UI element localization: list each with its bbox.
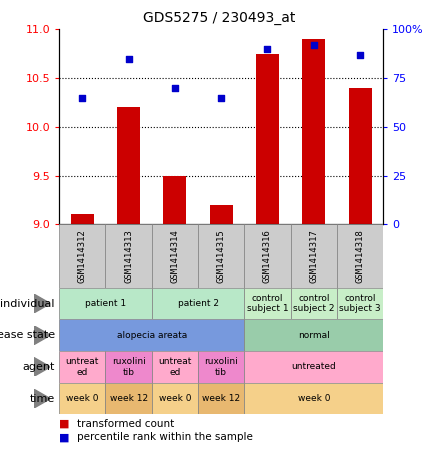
Polygon shape [34, 294, 50, 313]
Text: GSM1414315: GSM1414315 [217, 229, 226, 283]
Text: GSM1414317: GSM1414317 [309, 229, 318, 283]
Bar [59, 224, 106, 288]
Bar [244, 319, 383, 351]
Text: GSM1414318: GSM1414318 [356, 229, 364, 283]
Text: week 12: week 12 [202, 394, 240, 403]
Text: control
subject 1: control subject 1 [247, 294, 288, 313]
Bar [117, 107, 140, 224]
Point [218, 94, 225, 101]
Text: ■: ■ [59, 419, 70, 429]
Bar [71, 215, 94, 224]
Text: GSM1414316: GSM1414316 [263, 229, 272, 283]
Point [357, 51, 364, 58]
Bar [163, 176, 187, 224]
Text: GDS5275 / 230493_at: GDS5275 / 230493_at [143, 11, 295, 25]
Bar [291, 224, 337, 288]
Point [79, 94, 86, 101]
Polygon shape [34, 326, 50, 345]
Bar [337, 288, 383, 319]
Bar [244, 288, 291, 319]
Text: untreat
ed: untreat ed [66, 357, 99, 376]
Bar [302, 39, 325, 224]
Text: agent: agent [22, 362, 55, 372]
Text: GSM1414312: GSM1414312 [78, 229, 87, 283]
Text: ■: ■ [59, 432, 70, 442]
Bar [59, 351, 106, 383]
Text: week 0: week 0 [159, 394, 191, 403]
Text: control
subject 2: control subject 2 [293, 294, 335, 313]
Text: week 0: week 0 [297, 394, 330, 403]
Text: ruxolini
tib: ruxolini tib [204, 357, 238, 376]
Text: percentile rank within the sample: percentile rank within the sample [77, 432, 253, 442]
Point [171, 84, 178, 92]
Text: patient 1: patient 1 [85, 299, 126, 308]
Bar [152, 351, 198, 383]
Bar [244, 383, 383, 414]
Text: individual: individual [0, 299, 55, 308]
Bar [291, 288, 337, 319]
Bar [152, 383, 198, 414]
Text: transformed count: transformed count [77, 419, 174, 429]
Bar [59, 383, 106, 414]
Polygon shape [34, 389, 50, 408]
Bar [106, 383, 152, 414]
Bar [106, 351, 152, 383]
Bar [256, 54, 279, 224]
Text: untreat
ed: untreat ed [158, 357, 191, 376]
Bar [198, 383, 244, 414]
Point [264, 45, 271, 53]
Bar [198, 351, 244, 383]
Bar [244, 351, 383, 383]
Bar [106, 224, 152, 288]
Text: normal: normal [298, 331, 330, 340]
Bar [349, 88, 372, 224]
Text: GSM1414313: GSM1414313 [124, 229, 133, 283]
Text: GSM1414314: GSM1414314 [170, 229, 180, 283]
Text: ruxolini
tib: ruxolini tib [112, 357, 145, 376]
Bar [198, 224, 244, 288]
Polygon shape [34, 357, 50, 376]
Bar [59, 288, 152, 319]
Text: alopecia areata: alopecia areata [117, 331, 187, 340]
Bar [59, 319, 244, 351]
Text: week 0: week 0 [66, 394, 99, 403]
Text: disease state: disease state [0, 330, 55, 340]
Bar [152, 288, 244, 319]
Text: patient 2: patient 2 [177, 299, 219, 308]
Text: time: time [29, 394, 55, 404]
Bar [337, 224, 383, 288]
Text: week 12: week 12 [110, 394, 148, 403]
Bar [210, 205, 233, 224]
Bar [244, 224, 291, 288]
Point [125, 55, 132, 63]
Bar [152, 224, 198, 288]
Point [310, 41, 317, 48]
Text: control
subject 3: control subject 3 [339, 294, 381, 313]
Text: untreated: untreated [291, 362, 336, 371]
